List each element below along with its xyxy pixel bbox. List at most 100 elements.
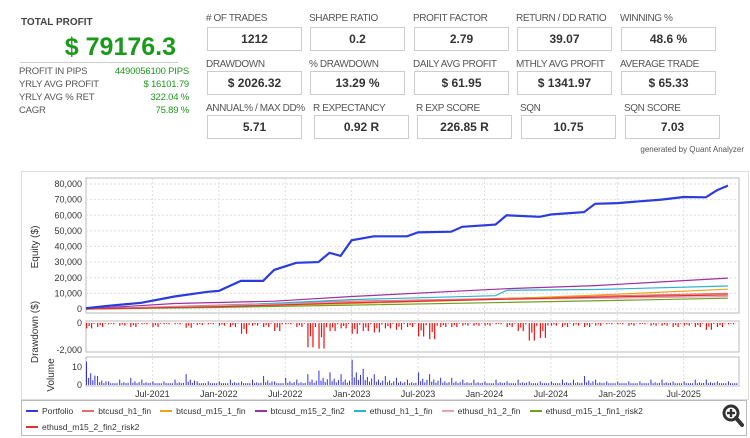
drawdown-bar <box>495 323 497 325</box>
volume-bar <box>654 382 656 385</box>
volume-bar <box>134 381 136 385</box>
volume-bar <box>165 383 167 385</box>
volume-bar <box>716 381 718 385</box>
divider <box>20 62 178 63</box>
volume-bar <box>590 383 592 385</box>
drawdown-bar <box>630 323 633 325</box>
volume-bar <box>406 379 408 385</box>
legend-item[interactable]: ethusd_m15_2_fin2_risk2 <box>26 420 139 433</box>
volume-bar <box>712 383 714 385</box>
volume-bar <box>304 382 306 385</box>
volume-bar <box>389 380 391 385</box>
volume-bar <box>205 383 207 385</box>
volume-bar <box>614 383 616 385</box>
drawdown-bar <box>619 323 621 324</box>
summary-row: CAGR 75.89 % <box>19 105 189 116</box>
volume-bar <box>477 382 479 385</box>
drawdown-bar <box>354 323 356 329</box>
volume-bar <box>145 382 147 385</box>
y-tick-label: 0 <box>77 318 82 328</box>
drawdown-bar <box>359 323 361 325</box>
drawdown-bar <box>406 323 409 328</box>
zoom-button[interactable] <box>722 404 744 428</box>
volume-bar <box>725 383 727 385</box>
volume-bar <box>550 381 552 385</box>
volume-bar <box>552 383 554 385</box>
volume-bar <box>492 383 494 385</box>
x-tick-label: Jan-2022 <box>200 389 238 399</box>
drawdown-bar <box>550 323 553 326</box>
drawdown-bar <box>207 323 209 325</box>
stat-label: MTHLY AVG PROFIT <box>516 59 605 70</box>
legend-item[interactable]: btcusd_m15_2_fin2 <box>254 404 345 417</box>
drawdown-bar <box>99 323 101 326</box>
legend-item[interactable]: ethusd_h1_1_fin <box>353 404 433 417</box>
volume-bar <box>429 374 431 385</box>
drawdown-bar <box>652 323 655 325</box>
legend-label: btcusd_m15_1_fin <box>176 405 246 416</box>
volume-bar <box>632 383 634 385</box>
volume-bar <box>623 383 625 385</box>
summary-row-label: CAGR <box>19 105 46 116</box>
drawdown-bar <box>329 323 331 332</box>
volume-bar <box>245 383 247 385</box>
volume-bar <box>683 381 685 385</box>
drawdown-bar <box>325 323 328 328</box>
legend-item[interactable]: Portfolio <box>26 404 73 417</box>
stat-value: 0.2 <box>310 27 405 51</box>
series-line-btcusd_m15_2_fin2 <box>85 277 728 310</box>
drawdown-bar <box>400 323 403 330</box>
volume-bar <box>415 382 417 385</box>
volume-bar <box>364 380 366 385</box>
drawdown-bar <box>544 323 546 338</box>
drawdown-bar <box>389 323 392 329</box>
volume-bar <box>669 382 671 385</box>
legend-item[interactable]: ethusd_m15_1_fin1_risk2 <box>529 404 643 417</box>
volume-bar <box>187 381 189 385</box>
drawdown-bar <box>498 323 500 324</box>
drawdown-bar <box>451 323 453 328</box>
legend-item[interactable]: btcusd_h1_fin <box>82 404 151 417</box>
drawdown-bar <box>617 323 619 325</box>
drawdown-bar <box>320 323 323 338</box>
volume-bar <box>400 381 402 385</box>
volume-bar <box>577 382 579 385</box>
drawdown-bar <box>179 323 181 325</box>
volume-bar <box>218 381 220 385</box>
summary-row-value: 75.89 % <box>155 105 190 116</box>
volume-bar <box>353 377 355 385</box>
volume-bar <box>488 383 490 385</box>
volume-bar <box>475 383 477 385</box>
volume-bar <box>291 383 293 385</box>
drawdown-bar <box>528 323 530 341</box>
volume-bar <box>276 383 278 385</box>
volume-bar <box>167 383 169 385</box>
volume-bar <box>216 383 218 385</box>
volume-bar <box>437 380 439 385</box>
drawdown-bar <box>88 323 90 326</box>
volume-bar <box>335 382 337 385</box>
volume-bar <box>149 382 151 385</box>
volume-bar <box>243 383 245 385</box>
legend-swatch <box>441 409 454 412</box>
drawdown-bar <box>93 323 95 324</box>
volume-bar <box>696 383 698 385</box>
drawdown-bar <box>655 323 657 326</box>
drawdown-bar <box>110 323 112 324</box>
volume-bar <box>373 374 375 385</box>
drawdown-bar <box>666 323 668 326</box>
volume-bar <box>130 377 132 385</box>
y-tick-label: 80,000 <box>54 179 82 189</box>
legend-item[interactable]: ethusd_h1_2_fin <box>441 404 521 417</box>
volume-bar <box>280 383 282 385</box>
volume-bar <box>685 383 687 385</box>
volume-bar <box>559 383 561 385</box>
drawdown-bar <box>312 323 314 348</box>
legend-item[interactable]: btcusd_m15_1_fin <box>160 404 246 417</box>
volume-bar <box>178 382 180 385</box>
stat-label: PROFIT FACTOR <box>413 13 488 24</box>
stat-value: 39.07 <box>517 27 612 51</box>
volume-bar <box>564 383 566 385</box>
drawdown-bar <box>595 323 597 326</box>
volume-bar <box>285 377 287 385</box>
